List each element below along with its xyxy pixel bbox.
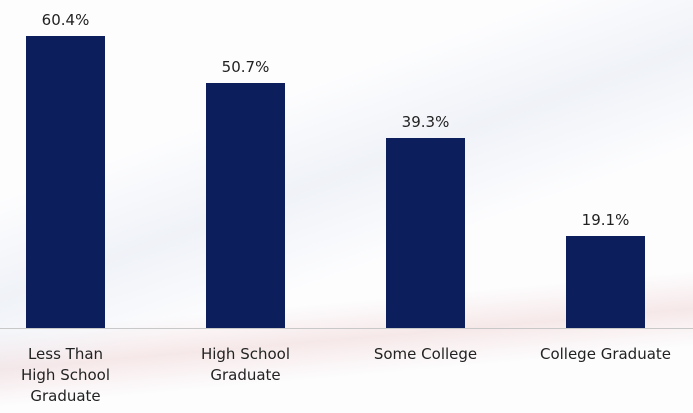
value-label: 19.1% (581, 210, 630, 229)
bar (206, 82, 285, 328)
x-tick-label: Less Than High School Graduate (20, 345, 111, 405)
value-label: 50.7% (221, 57, 270, 76)
bar (26, 36, 105, 328)
x-tick-label: Some College (373, 345, 478, 363)
value-label: 60.4% (41, 11, 90, 29)
x-tick-label: High School Graduate (200, 345, 291, 384)
bar (566, 235, 645, 328)
baseline (0, 328, 693, 329)
bar (386, 138, 465, 328)
value-label: 39.3% (401, 113, 450, 131)
x-tick-label: College Graduate (539, 345, 672, 363)
